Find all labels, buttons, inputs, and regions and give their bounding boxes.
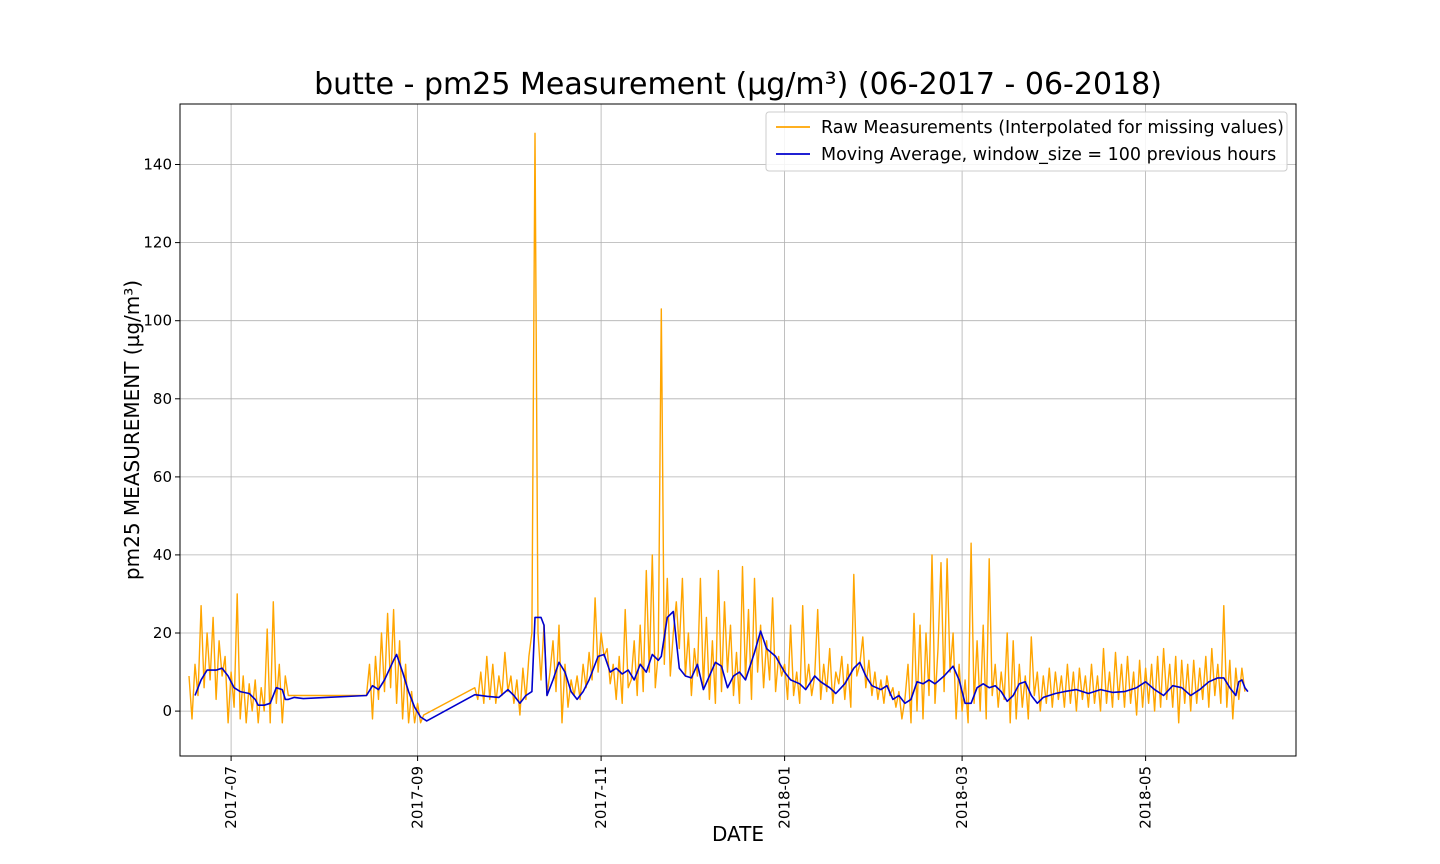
x-axis-label: DATE — [712, 822, 764, 846]
y-axis-label: pm25 MEASUREMENT (µg/m³) — [120, 280, 144, 580]
y-tick-label: 0 — [162, 702, 172, 720]
y-tick-label: 120 — [143, 234, 172, 252]
x-tick-label: 2018-01 — [776, 766, 794, 829]
x-tick-label: 2018-03 — [953, 766, 971, 829]
y-tick-label: 20 — [153, 624, 172, 642]
legend-box — [765, 111, 1288, 172]
y-tick-label: 60 — [153, 468, 172, 486]
y-tick-label: 140 — [143, 156, 172, 174]
plot-border — [179, 103, 1297, 757]
x-tick-label: 2018-05 — [1137, 766, 1155, 829]
y-tick-label: 40 — [153, 546, 172, 564]
chart-title: butte - pm25 Measurement (µg/m³) (06-201… — [314, 67, 1162, 102]
series-lines — [188, 132, 1249, 724]
x-tick-label: 2017-11 — [592, 766, 610, 829]
y-axis-ticks: 0 20 40 60 80 100 120 140 — [143, 156, 180, 720]
y-tick-label: 100 — [143, 312, 172, 330]
legend: Raw Measurements (Interpolated for missi… — [765, 111, 1288, 172]
x-axis-ticks: 2017-07 2017-09 2017-11 2018-01 2018-03 2018-… — [222, 756, 1155, 829]
x-tick-label: 2017-07 — [222, 766, 240, 829]
moving-average-line — [194, 610, 1249, 722]
x-tick-label: 2017-09 — [409, 766, 427, 829]
y-tick-label: 80 — [153, 390, 172, 408]
plot-area — [180, 104, 1296, 756]
legend-average-label: Moving Average, window_size = 100 previo… — [821, 145, 1276, 165]
legend-raw-label: Raw Measurements (Interpolated for missi… — [821, 118, 1284, 138]
